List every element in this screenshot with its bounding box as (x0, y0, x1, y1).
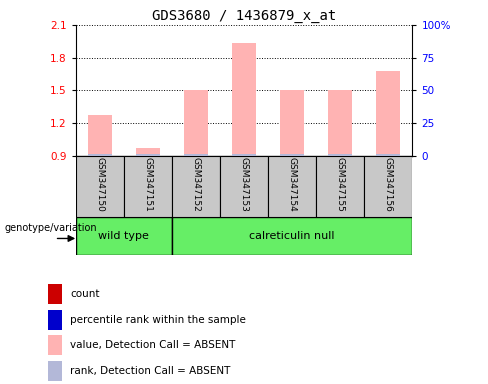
Text: GSM347150: GSM347150 (95, 157, 104, 212)
Bar (280, 90, 304, 156)
Text: GSM347154: GSM347154 (287, 157, 297, 212)
Bar (136, 148, 160, 156)
Bar (136, 154, 160, 156)
Bar (232, 154, 256, 156)
Bar (232, 43, 256, 156)
Bar (184, 90, 208, 156)
Bar (48, 285, 62, 304)
Bar (88, 115, 112, 156)
Bar (328, 154, 352, 156)
Bar (220, 156, 268, 217)
Bar (172, 217, 412, 255)
Text: GSM347151: GSM347151 (143, 157, 152, 212)
Bar (316, 156, 364, 217)
Bar (48, 361, 62, 381)
Bar (76, 156, 124, 217)
Bar (48, 310, 62, 329)
Text: GSM347153: GSM347153 (240, 157, 248, 212)
Bar (268, 156, 316, 217)
Text: calreticulin null: calreticulin null (249, 231, 335, 241)
Text: value, Detection Call = ABSENT: value, Detection Call = ABSENT (70, 340, 236, 350)
Text: genotype/variation: genotype/variation (5, 223, 98, 233)
Text: GSM347156: GSM347156 (384, 157, 393, 212)
Bar (88, 154, 112, 156)
Bar (172, 156, 220, 217)
Bar (364, 156, 412, 217)
Text: percentile rank within the sample: percentile rank within the sample (70, 315, 246, 325)
Bar (184, 154, 208, 156)
Bar (280, 154, 304, 156)
Text: count: count (70, 289, 100, 299)
Bar (328, 90, 352, 156)
Bar (48, 336, 62, 355)
Bar (376, 154, 400, 156)
Text: GSM347155: GSM347155 (336, 157, 345, 212)
Text: rank, Detection Call = ABSENT: rank, Detection Call = ABSENT (70, 366, 230, 376)
Text: wild type: wild type (98, 231, 149, 241)
Bar (376, 71, 400, 156)
Bar (124, 156, 172, 217)
Title: GDS3680 / 1436879_x_at: GDS3680 / 1436879_x_at (152, 8, 336, 23)
Bar (76, 217, 172, 255)
Text: GSM347152: GSM347152 (191, 157, 201, 212)
